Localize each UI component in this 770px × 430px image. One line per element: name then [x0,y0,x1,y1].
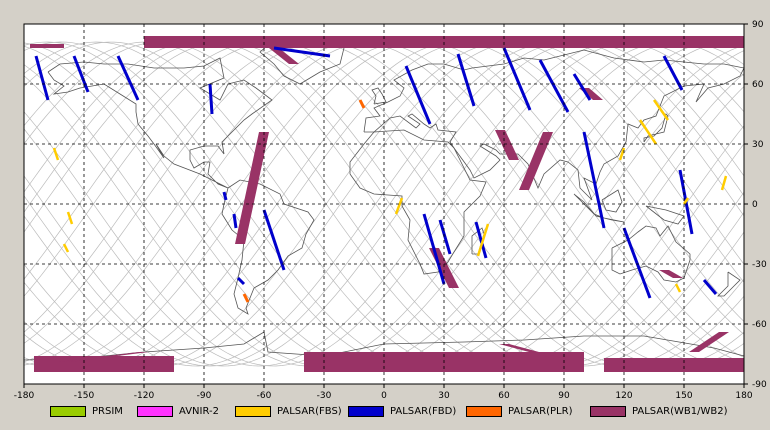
graticule [24,24,744,384]
wb-swath-block [235,132,269,244]
lon-tick-label: -150 [74,391,95,400]
fbd-strip [438,219,452,255]
legend-item-palsar-fbs: PALSAR(FBS) [235,404,342,418]
fbd-strip [404,65,432,125]
legend-item-palsar-wb: PALSAR(WB1/WB2) [590,404,728,418]
fbd-strip [34,55,50,101]
fbd-strip [582,131,606,229]
lon-tick-label: 30 [438,391,450,400]
fbs-strip [652,99,670,121]
coastline [645,205,685,225]
lat-tick-label: -90 [752,380,767,390]
coastline [611,225,691,283]
legend-swatch [235,405,271,417]
wb-swath-block [519,132,553,190]
fbs-strip [618,147,626,161]
lat-tick-label: 90 [752,20,764,30]
lon-tick-label: 0 [381,391,387,400]
fbd-strip [72,55,90,93]
lat-tick-label: 30 [752,140,764,150]
legend-label: PALSAR(FBS) [277,405,342,417]
lon-tick-label: 180 [735,391,752,400]
fbd-strip [262,209,286,271]
fbs-strip [52,147,60,161]
legend-item-palsar-fbd: PALSAR(FBD) [348,404,456,418]
fbs-strip [720,175,728,191]
fbd-strip [456,53,476,107]
legend-label: PALSAR(FBD) [390,405,457,417]
orbit-track [23,41,745,367]
fbd-strip [273,46,331,58]
legend-item-prism: PRSIM [50,404,123,418]
lon-tick-label: 120 [615,391,632,400]
coastline [47,57,273,189]
lon-tick-label: 60 [498,391,510,400]
fbd-strip [702,279,718,295]
lon-tick-label: 90 [558,391,570,400]
wb-swath [34,356,174,372]
legend-swatch [50,405,86,417]
legend-item-avnir2: AVNIR-2 [137,404,219,418]
map-frame [23,23,745,385]
lat-tick-label: -30 [752,260,767,270]
wb-swath [30,44,64,48]
fbs-strip [66,211,74,225]
lon-tick-label: 150 [675,391,692,400]
lon-tick-label: -90 [197,391,212,400]
fbs-strip [638,119,658,145]
lat-tick-label: 60 [752,80,764,90]
legend-label: PRSIM [92,405,123,417]
wb-swath-block [659,270,683,278]
legend-item-palsar-plr: PALSAR(PLR) [466,404,572,418]
fbs-strip [674,283,682,293]
coverage-map: -180 -150 -120 -90 -60 -30 0 30 60 90 120 150 180 90 6… [14,20,767,400]
lat-tick-label: -60 [752,320,767,330]
coastline [601,189,623,213]
fbs-strip [682,197,690,205]
fbd-strip [232,213,238,229]
fbs-strip [394,197,404,215]
lat-tick-label: 0 [752,200,758,210]
lon-tick-label: -30 [317,391,332,400]
fbd-strip [208,83,214,115]
legend-label: PALSAR(WB1/WB2) [632,405,728,417]
fbd-strip [236,276,246,286]
legend-swatch [466,405,502,417]
fbd-strip [422,213,446,285]
fbd-strip [538,59,570,113]
coastline [471,227,485,255]
legend-swatch [590,405,626,417]
axis-ticks: -180 -150 -120 -90 -60 -30 0 30 60 90 120 150 180 90 6… [14,20,767,400]
lon-tick-label: -180 [14,391,35,400]
fbd-strip [572,73,592,101]
wb-swath-block [59,352,149,362]
plr-strip [358,99,366,109]
wb-swath-block [495,130,519,160]
fbs-strip [476,223,490,257]
wb-swath-block [499,344,569,360]
legend-label: AVNIR-2 [179,405,219,417]
fbs-strip [62,243,70,253]
fbd-strip [622,227,652,299]
fbd-strip [222,191,228,201]
wb-swath-block [689,332,729,352]
legend-swatch [348,405,384,417]
orbit-track [23,41,745,367]
coastline [363,49,745,201]
wb-swath [604,358,744,372]
legend-swatch [137,405,173,417]
lon-tick-label: -60 [257,391,272,400]
coastline [371,87,387,105]
plr-strip [242,293,250,303]
fbd-strip [116,55,140,101]
fbd-strip [502,47,532,111]
lon-tick-label: -120 [134,391,155,400]
coastline [717,271,741,297]
fbd-strip [474,221,488,259]
coastline [349,129,487,275]
legend: PRSIM AVNIR-2 PALSAR(FBS) PALSAR(FBD) PA… [0,400,770,422]
wb-swath-block [269,48,299,64]
legend-label: PALSAR(PLR) [508,405,573,417]
